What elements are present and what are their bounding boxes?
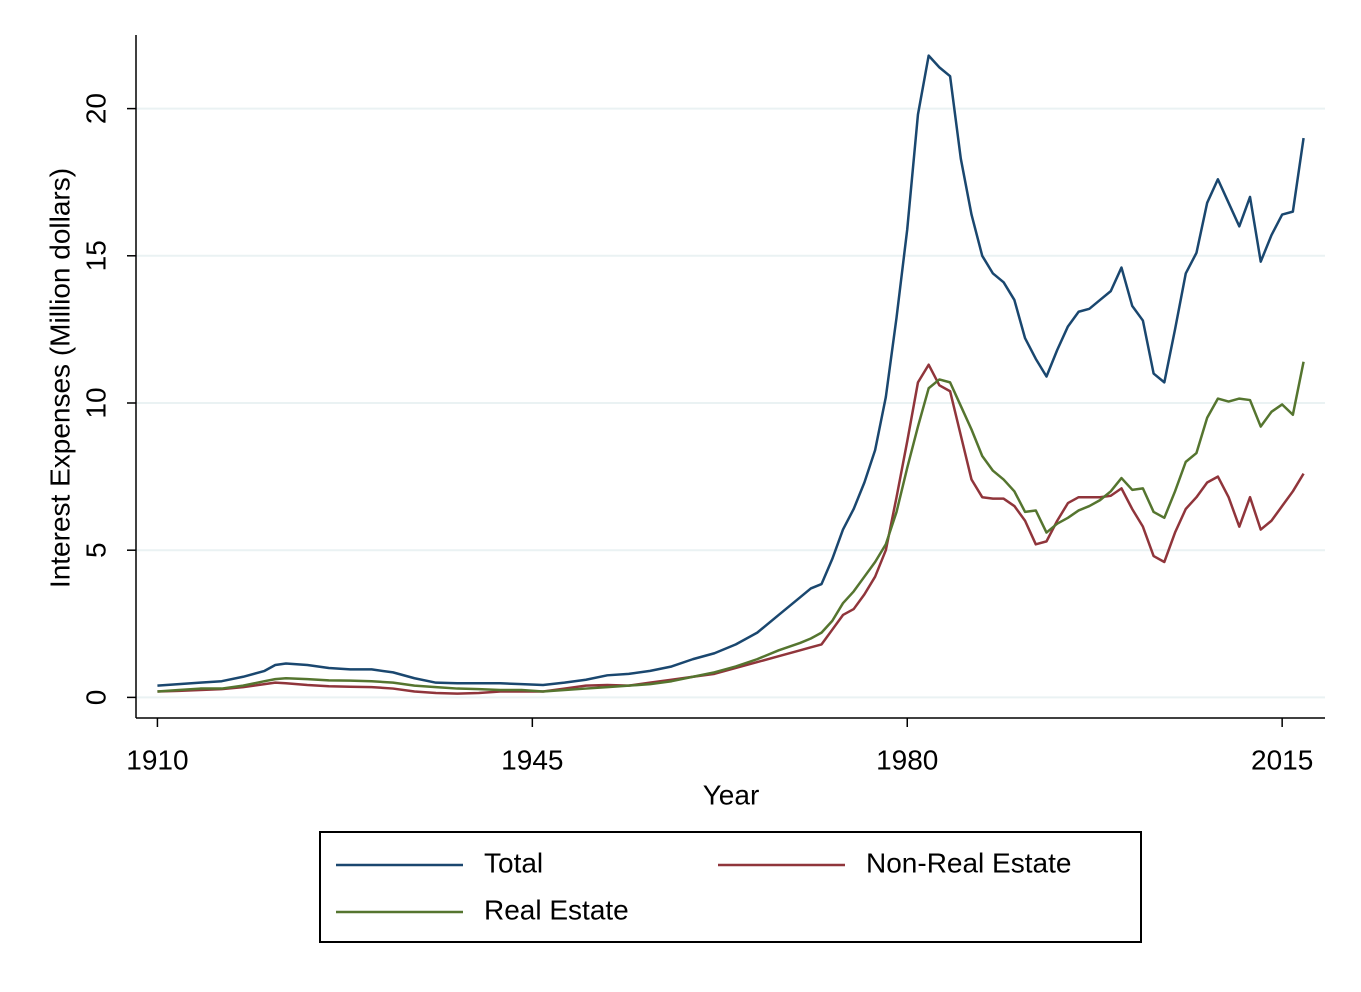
x-tick-label: 1945 — [501, 744, 563, 775]
x-tick-label: 2015 — [1251, 744, 1313, 775]
x-tick-label: 1910 — [126, 744, 188, 775]
x-axis-label: Year — [703, 779, 760, 810]
legend-label: Non-Real Estate — [866, 847, 1071, 878]
legend-box — [319, 831, 1142, 943]
y-tick-label: 0 — [80, 690, 111, 706]
legend-label: Total — [484, 847, 543, 878]
y-tick-label: 20 — [80, 93, 111, 124]
line-series — [157, 54, 1305, 687]
legend-label: Real Estate — [484, 894, 629, 925]
line-series — [157, 361, 1305, 693]
y-axis-label: Interest Expenses (Million dollars) — [44, 168, 75, 588]
line-series — [157, 363, 1305, 695]
y-tick-label: 15 — [80, 240, 111, 271]
x-tick-label: 1980 — [876, 744, 938, 775]
y-tick-label: 5 — [80, 542, 111, 558]
y-tick-label: 10 — [80, 387, 111, 418]
